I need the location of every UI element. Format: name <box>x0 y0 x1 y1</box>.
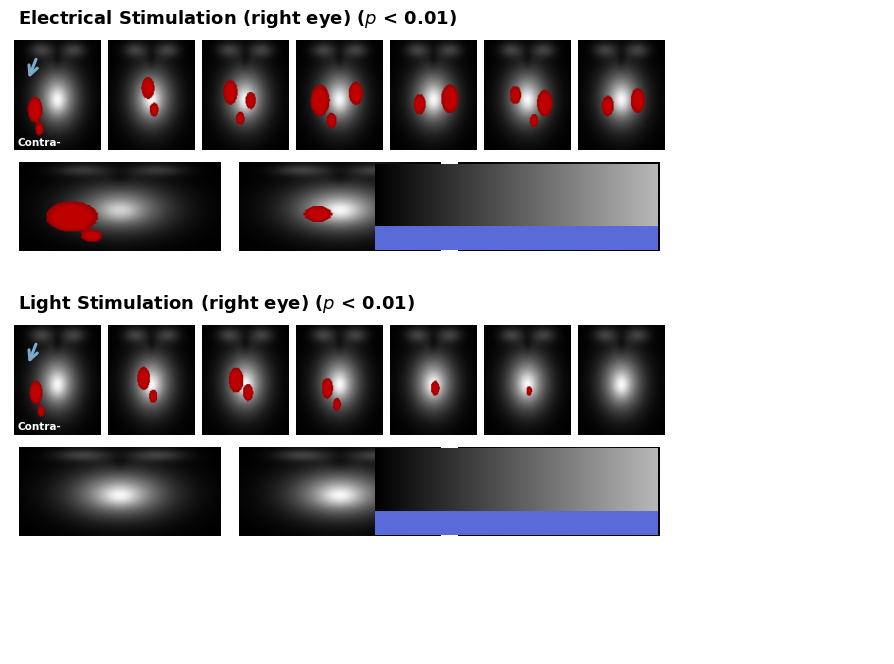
Text: Contra-: Contra- <box>17 422 61 432</box>
Text: Contra-: Contra- <box>17 137 61 147</box>
Text: Light Stimulation (right eye) ($\it{p}$ < 0.01): Light Stimulation (right eye) ($\it{p}$ … <box>18 293 415 315</box>
Text: Electrical Stimulation (right eye) ($\it{p}$ < 0.01): Electrical Stimulation (right eye) ($\it… <box>18 9 457 31</box>
